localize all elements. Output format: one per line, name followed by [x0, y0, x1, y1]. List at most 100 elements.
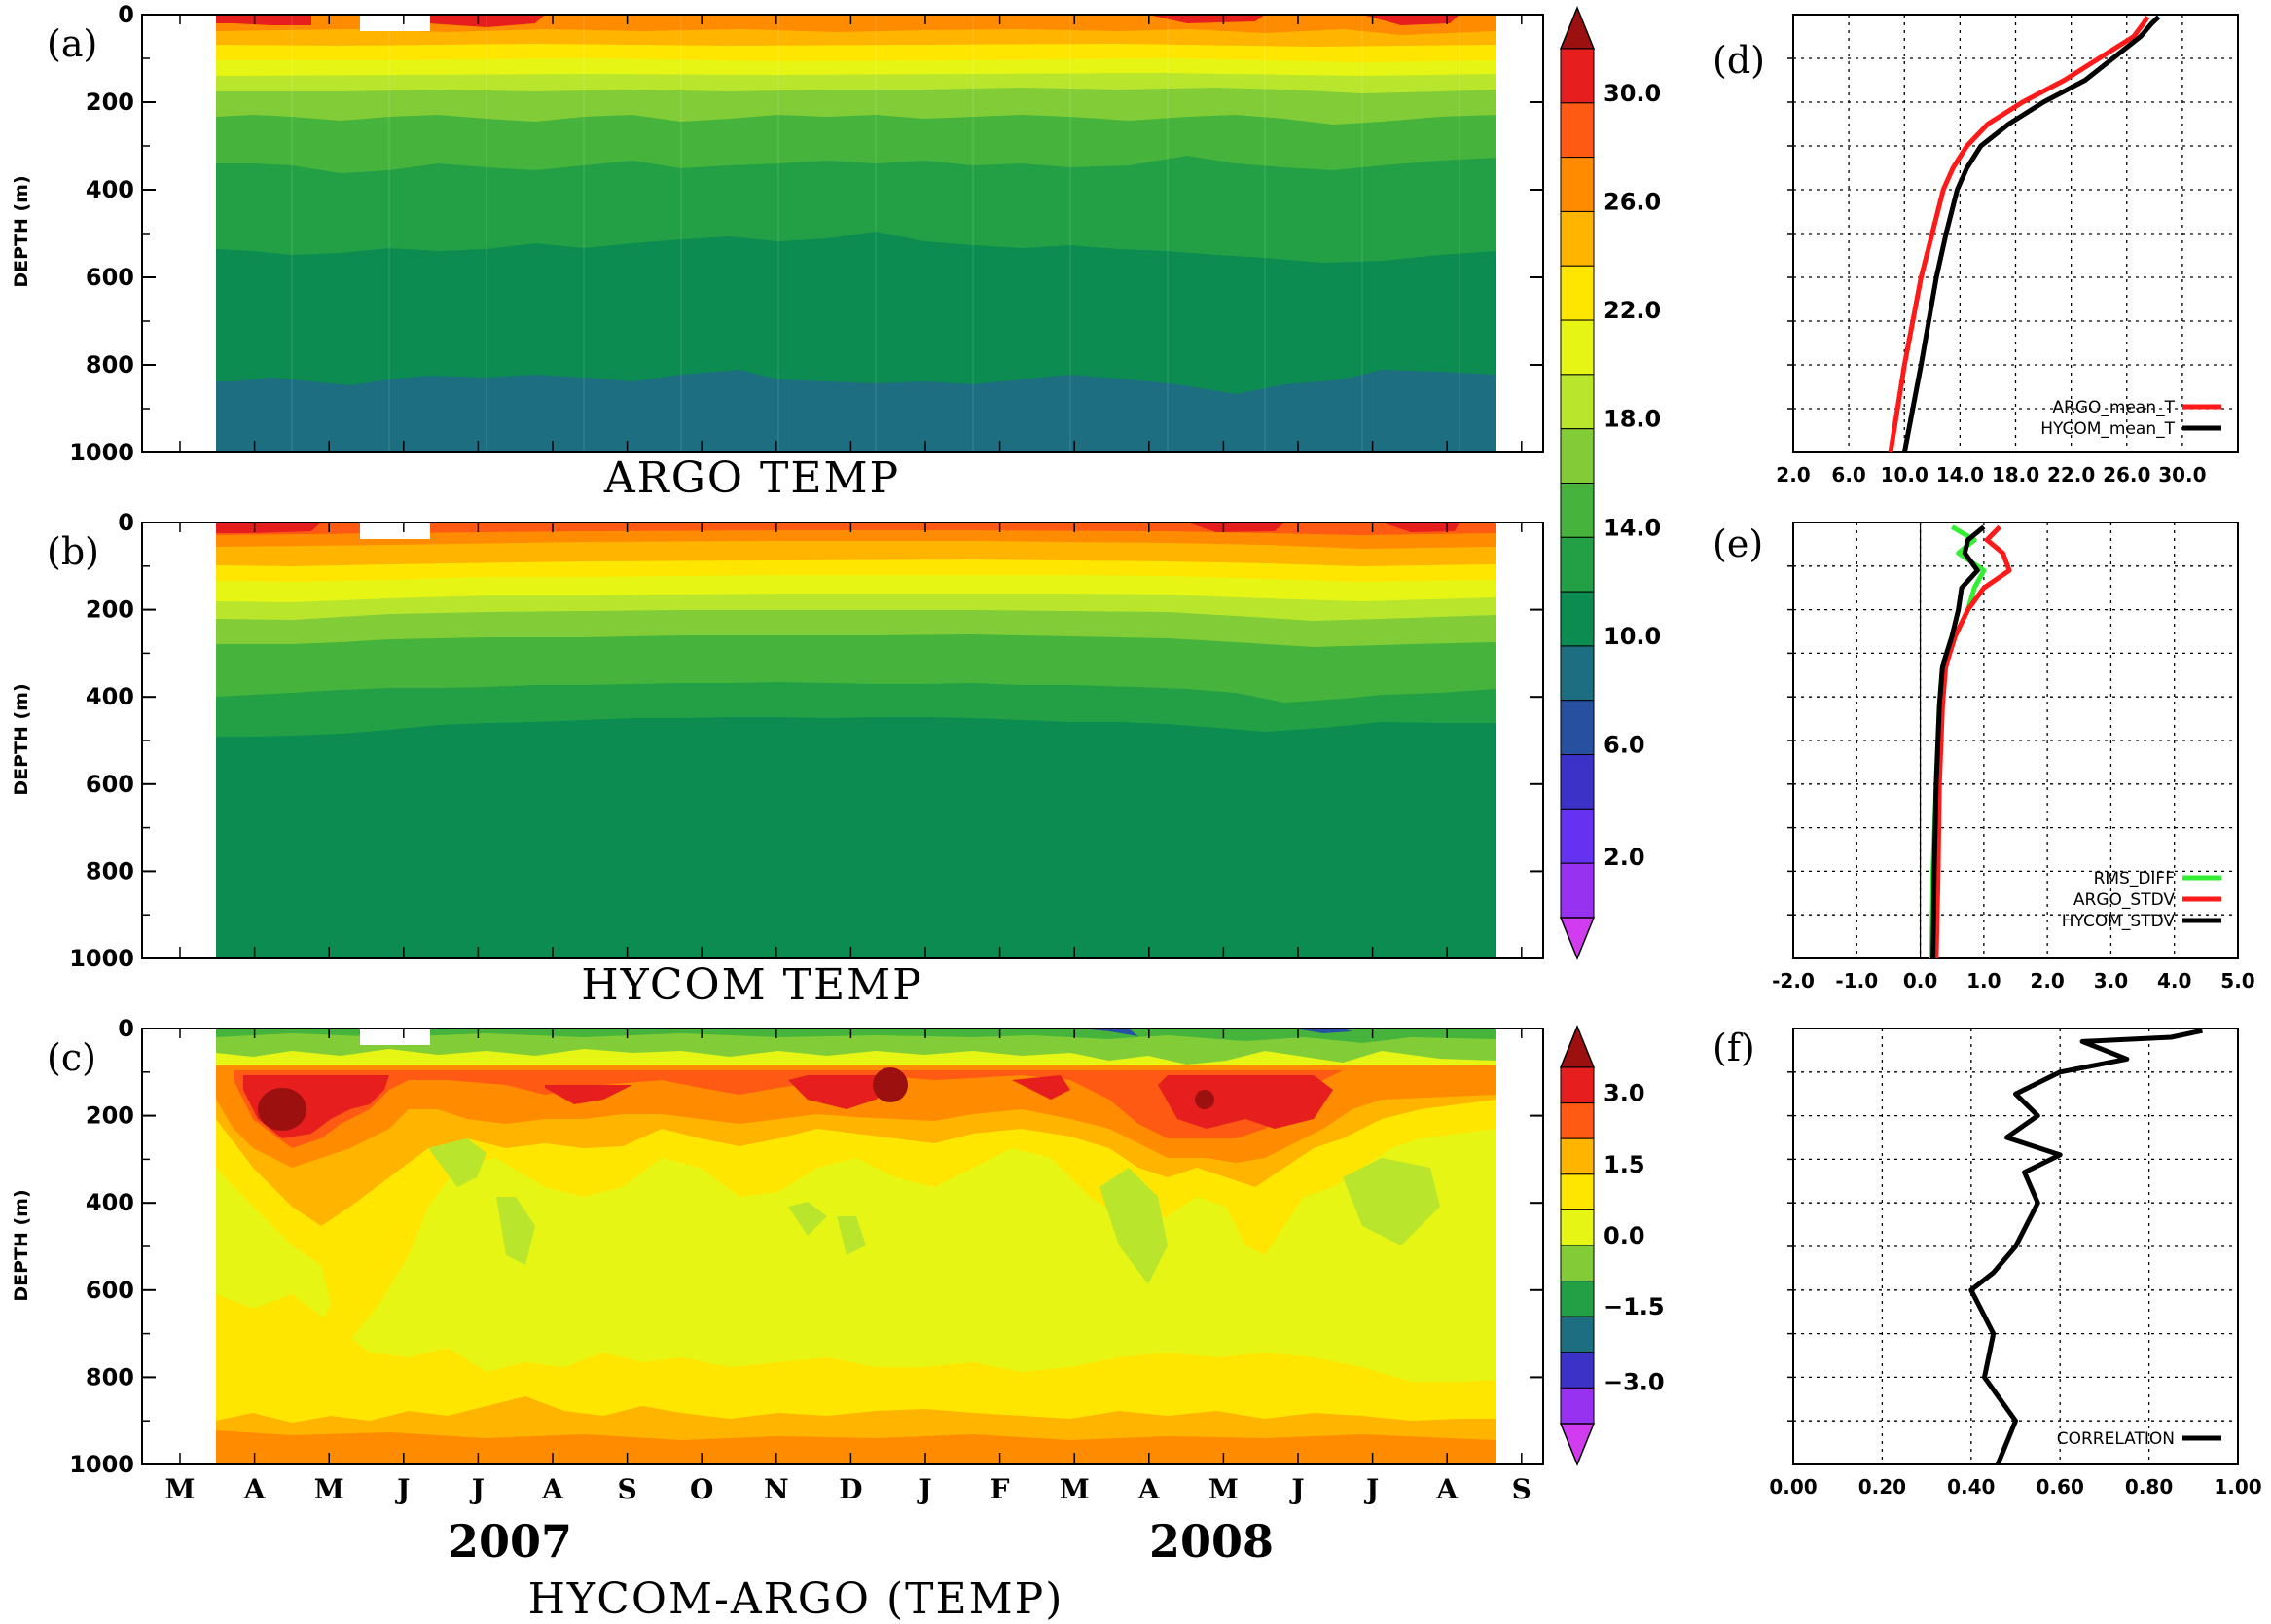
legend-label: HYCOM_STDV — [2062, 912, 2176, 931]
profile-xtick-label: 0.00 — [1769, 1475, 1817, 1498]
yticks-a: 0 200 400 600 800 1000 — [69, 1, 1543, 466]
ytick-label: 400 — [86, 683, 134, 710]
colorbar-label: 14.0 — [1604, 514, 1661, 541]
series-line-hycom-mean-t — [1901, 15, 2161, 453]
heatmap-a-field — [216, 15, 1496, 452]
panel-c: 0 200 400 600 800 1000 DEPTH (m) (c) M A M J J A S O… — [11, 15, 1544, 1624]
heatmap-c-field — [216, 1029, 1496, 1464]
colorbar-swatch — [1560, 1316, 1595, 1353]
ytick-label: 0 — [118, 1015, 134, 1042]
profile-xtick-label: 0.80 — [2125, 1475, 2173, 1498]
profile-xtick-label: 6.0 — [1831, 463, 1865, 487]
series-line-argo-mean-t — [1888, 15, 2150, 453]
month-label: S — [1512, 1473, 1532, 1505]
colorbar-swatch — [1560, 319, 1595, 376]
band-32b — [216, 523, 1460, 533]
profile-xtick-label: 30.0 — [2158, 463, 2206, 487]
colorbar-swatch — [1560, 645, 1595, 702]
panel-label-d: (d) — [1712, 39, 1765, 82]
profile-xtick-label: 18.0 — [1992, 463, 2039, 487]
month-label: M — [165, 1473, 196, 1505]
profile-xtick-label: -2.0 — [1772, 969, 1815, 992]
profile-xtick-label: 14.0 — [1936, 463, 1984, 487]
month-label: M — [314, 1473, 344, 1505]
ytick-label: 600 — [86, 264, 134, 291]
profile-xtick-label: 1.0 — [1966, 969, 2001, 992]
band-hot — [243, 1075, 1333, 1138]
colorbar-swatch — [1560, 157, 1595, 212]
panel-f: (f) 0.00 0.20 0.40 0.60 0.80 1.00 CORRELATION — [1712, 1027, 2262, 1498]
ytick-label: 400 — [86, 176, 134, 203]
colorbar-swatch — [1560, 48, 1595, 104]
colorbar-swatch — [1560, 374, 1595, 430]
profile-xtick-label: 0.40 — [1947, 1475, 1995, 1498]
colorbar-label: 26.0 — [1604, 188, 1661, 215]
panel-a: 0 200 400 600 800 1000 DEPTH (m) (a) ARGO TEM… — [11, 1, 1544, 503]
colorbar-label: 6.0 — [1604, 732, 1645, 759]
ytick-label: 200 — [86, 1102, 134, 1130]
month-label: A — [541, 1473, 564, 1505]
colorbar-label: 10.0 — [1604, 623, 1661, 650]
profile-xtick-label: 3.0 — [2094, 969, 2128, 992]
colorbar-label: 2.0 — [1604, 844, 1645, 871]
colorbar-swatch — [1560, 1102, 1595, 1139]
core-3 — [1195, 1090, 1214, 1109]
heatmap-b-field — [216, 523, 1496, 958]
series-line-correlation — [1968, 1028, 2203, 1465]
profile-xtick-label: 0.20 — [1858, 1475, 1906, 1498]
ytick-label: 0 — [118, 509, 134, 536]
ytick-label: 600 — [86, 771, 134, 798]
month-label: A — [243, 1473, 267, 1505]
legend-label: ARGO_mean_T — [2052, 398, 2175, 417]
core-2 — [873, 1067, 908, 1102]
profile-xtick-label: 22.0 — [2047, 463, 2095, 487]
profile-xtick-label: 2.0 — [2030, 969, 2064, 992]
colorbar-swatch — [1560, 210, 1595, 267]
ytick-label: 1000 — [69, 945, 134, 972]
panel-d: (d) 2.0 6.0 10.0 14.0 18.0 22.0 26.0 30.0 ARGO_m… — [1712, 14, 2239, 487]
colorbar-swatch — [1560, 1245, 1595, 1282]
colorbar-label: 18.0 — [1604, 406, 1661, 433]
month-label: J — [1363, 1473, 1379, 1505]
colorbar-swatch — [1560, 700, 1595, 756]
colorbar-max-arrow — [1559, 1025, 1596, 1068]
colorbar-label: −3.0 — [1604, 1368, 1665, 1395]
month-label: O — [690, 1473, 713, 1505]
ytick-label: 0 — [118, 1, 134, 28]
ylabel-a: DEPTH (m) — [11, 175, 32, 287]
yticks-c: 0 200 400 600 800 1000 — [69, 1015, 1543, 1478]
missing-data-gap-b — [360, 523, 430, 539]
panel-label-e: (e) — [1712, 523, 1763, 565]
colorbar-swatch — [1560, 1173, 1595, 1210]
colorbar-max-arrow — [1559, 6, 1596, 50]
panel-label-f: (f) — [1712, 1027, 1755, 1069]
band-deep-orange2 — [216, 1430, 1496, 1464]
band-30 — [216, 15, 1460, 27]
colorbar-swatch — [1560, 1066, 1595, 1104]
profile-xtick-label: 2.0 — [1776, 463, 1810, 487]
obs-lines-a — [291, 15, 1460, 452]
profile-xtick-label: -1.0 — [1835, 969, 1878, 992]
month-label: J — [1288, 1473, 1304, 1505]
colorbar-swatch — [1560, 1352, 1595, 1389]
colorbar-swatch — [1560, 536, 1595, 593]
profile-xtick-label: 1.00 — [2214, 1475, 2261, 1498]
legend-label: CORRELATION — [2057, 1429, 2175, 1449]
missing-data-gap-a — [360, 15, 430, 31]
colorbar-label: 3.0 — [1604, 1080, 1645, 1107]
ytick-label: 600 — [86, 1277, 134, 1304]
colorbar-swatch — [1560, 428, 1595, 484]
title-b: HYCOM TEMP — [581, 960, 923, 1010]
ylabel-c: DEPTH (m) — [11, 1189, 32, 1301]
ytick-label: 400 — [86, 1189, 134, 1216]
colorbar-label: 1.5 — [1604, 1151, 1645, 1178]
profile-frame — [1792, 522, 2239, 959]
panel-e: (e) -2.0 -1.0 0.0 1.0 2.0 3.0 4.0 5.0 RMS_DIFF AR… — [1712, 522, 2255, 992]
month-label: M — [1208, 1473, 1239, 1505]
colorbar-swatch — [1560, 265, 1595, 321]
colorbar-difference: 3.0 1.5 0.0 −1.5 −3.0 — [1559, 1025, 1665, 1466]
colorbar-swatch — [1560, 754, 1595, 810]
month-label: J — [394, 1473, 410, 1505]
